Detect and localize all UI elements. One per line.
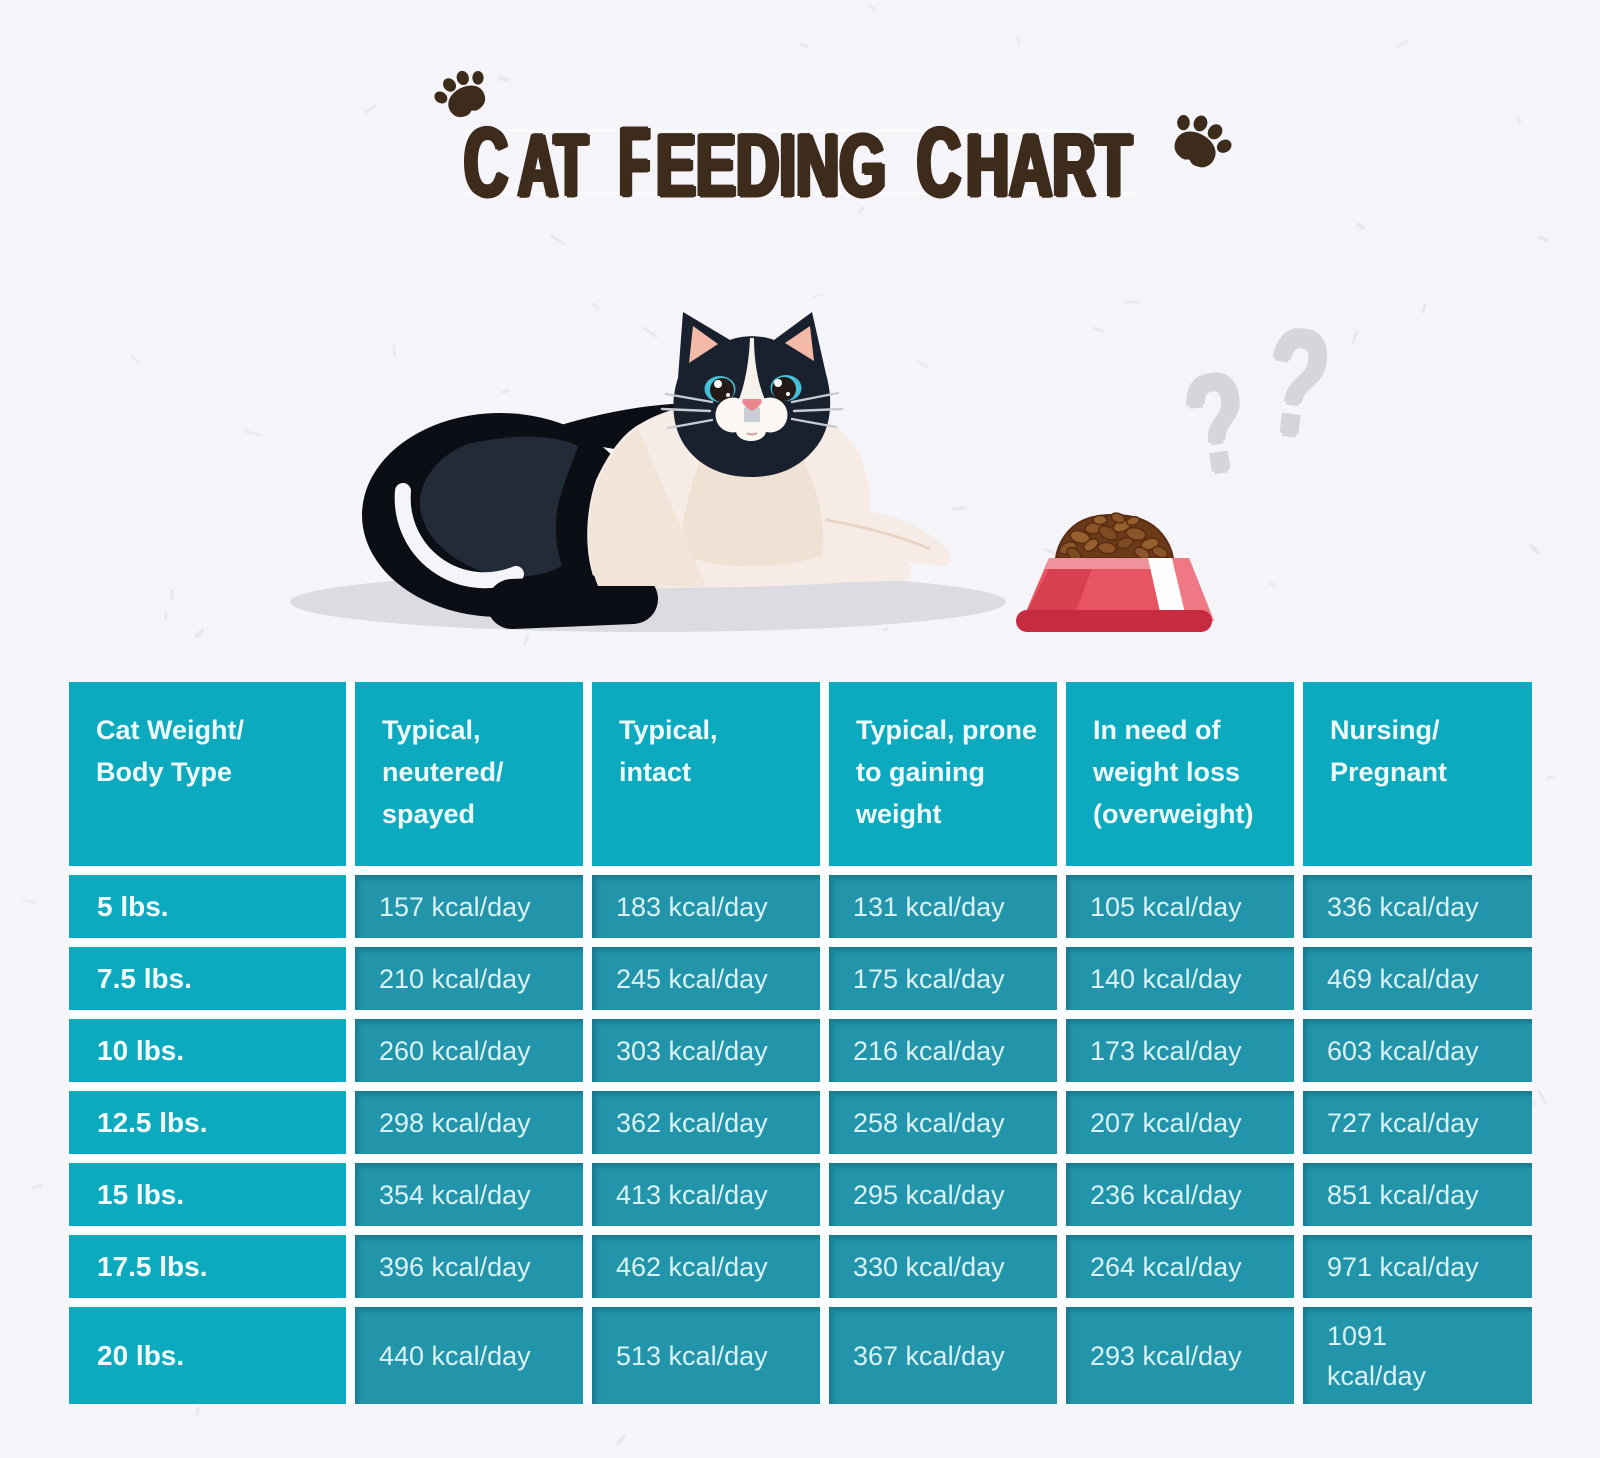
svg-text:?: ? xyxy=(1257,300,1337,474)
svg-text:?: ? xyxy=(1177,345,1256,507)
